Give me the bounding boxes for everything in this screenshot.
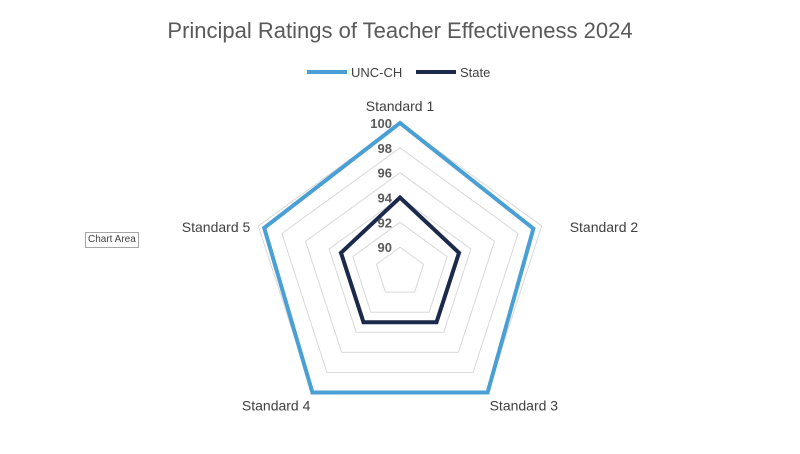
grid-ring-98 [281, 147, 519, 373]
category-label-2: Standard 2 [570, 219, 639, 235]
category-labels: Standard 1 Standard 2 Standard 3 Standard 4… [182, 98, 639, 414]
tick-label-90: 90 [378, 240, 392, 255]
tick-label-96: 96 [378, 166, 392, 181]
category-label-5: Standard 5 [182, 219, 251, 235]
series-layer [261, 120, 536, 395]
legend-label-state: State [460, 65, 490, 80]
grid-ring-92 [352, 221, 448, 313]
category-label-4: Standard 4 [242, 398, 311, 414]
tick-label-98: 98 [378, 141, 392, 156]
category-label-3: Standard 3 [490, 398, 559, 414]
tick-label-94: 94 [378, 191, 393, 206]
chart-title: Principal Ratings of Teacher Effectivene… [167, 18, 632, 43]
tick-label-100: 100 [370, 116, 392, 131]
grid-ring-96 [304, 172, 496, 353]
radial-tick-labels: 90 92 94 96 98 100 [370, 116, 392, 255]
grid-ring-90 [375, 246, 425, 293]
series-line-unc-ch [261, 120, 536, 395]
tick-label-92: 92 [378, 215, 392, 230]
legend: UNC-CH State [307, 65, 490, 80]
grid [257, 122, 543, 393]
legend-label-unc-ch: UNC-CH [351, 65, 402, 80]
category-label-1: Standard 1 [366, 98, 435, 114]
grid-ring-94 [328, 196, 472, 333]
series-line-state [338, 194, 462, 325]
chart-area-tooltip: Chart Area [85, 232, 139, 248]
